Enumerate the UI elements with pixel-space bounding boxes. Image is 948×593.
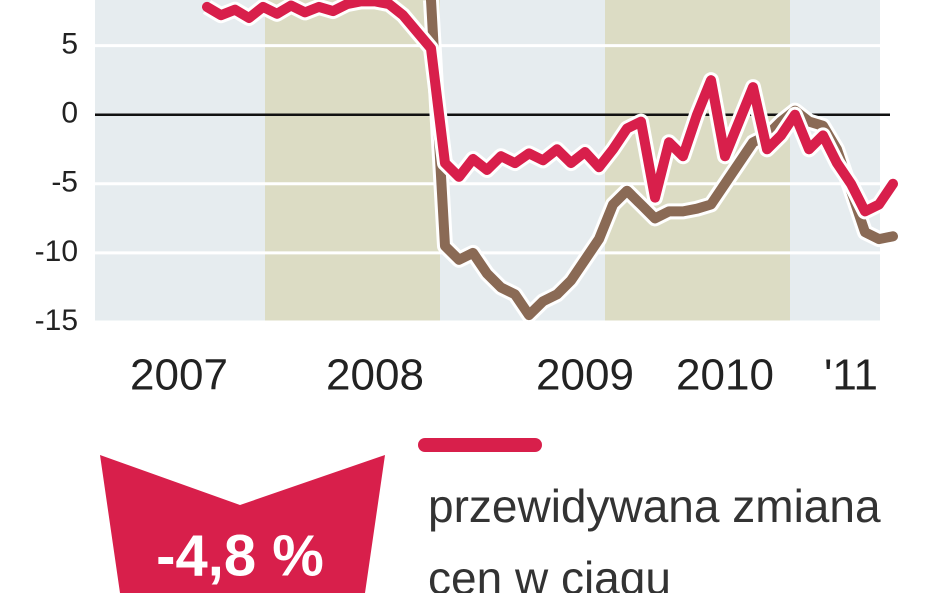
y-tick-label: -5 [51,166,78,199]
x-tick-label: 2010 [676,351,774,400]
x-tick-label: 2008 [326,351,424,400]
band [95,0,265,322]
y-tick-label: 0 [61,97,78,130]
band [265,0,440,322]
badge [100,455,385,593]
x-tick-label: 2009 [536,351,634,400]
y-tick-label: -15 [35,304,78,337]
series-line [202,0,898,217]
y-tick-label: 5 [61,28,78,61]
band [605,0,790,322]
legend-label: przewidywana zmiana cen w ciągu [428,480,881,593]
series-line [426,0,898,321]
badge-label: -4,8 % [156,523,324,588]
x-tick-label: '11 [824,351,878,400]
x-tick-label: 2007 [130,351,228,400]
y-tick-label: -10 [35,235,78,268]
